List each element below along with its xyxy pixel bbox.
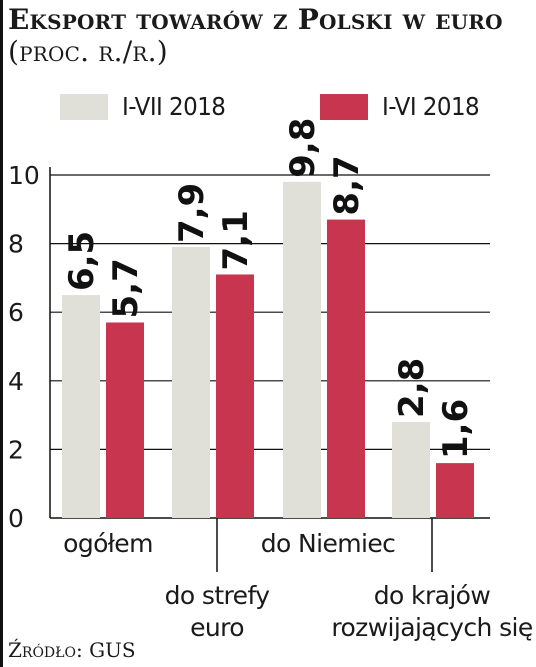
category-label-4-line-1: do krajów — [374, 581, 491, 610]
category-label-1: ogółem — [63, 529, 153, 558]
chart-title: Eksport towarów z Polski w euro (proc. r… — [8, 4, 536, 68]
category-label-1-line-1: ogółem — [63, 529, 153, 558]
bar-series-1-cat-2 — [172, 247, 210, 518]
legend-swatch-series-2 — [320, 93, 368, 120]
y-tick-label-4: 4 — [8, 367, 24, 396]
bar-series-1-cat-4 — [392, 421, 430, 518]
legend-label-series-2: I-VI 2018 — [382, 92, 480, 121]
source-note: Źródło: GUS — [8, 638, 136, 662]
category-label-2-line-2: euro — [190, 613, 244, 642]
y-tick-label-2: 2 — [8, 435, 24, 464]
category-label-3: do Niemiec — [261, 529, 396, 558]
bar-series-1-cat-3 — [283, 181, 321, 519]
y-tick-label-0: 0 — [8, 504, 24, 533]
category-label-4-line-2: rozwijających się — [331, 613, 533, 642]
category-label-3-line-1: do Niemiec — [261, 529, 396, 558]
legend-item-series-2: I-VI 2018 — [320, 92, 488, 121]
bar-series-2-cat-3 — [327, 219, 365, 518]
bar-series-2-cat-4 — [436, 463, 474, 518]
bar-series-1-cat-1 — [62, 295, 100, 518]
legend-swatch-series-1 — [60, 93, 108, 120]
data-label-series-1-cat-4: 2,8 — [392, 358, 432, 418]
legend-item-series-1: I-VII 2018 — [60, 92, 234, 121]
y-tick-label-8: 8 — [8, 230, 24, 259]
bar-series-2-cat-1 — [106, 322, 144, 518]
legend-label-series-1: I-VII 2018 — [122, 92, 226, 121]
chart-title-text: Eksport towarów z Polski w euro — [8, 3, 503, 36]
category-label-2: do strefy euro — [165, 581, 271, 642]
data-label-series-1-cat-1: 6,5 — [62, 231, 102, 291]
category-label-2-line-1: do strefy — [165, 581, 271, 610]
data-label-series-2-cat-1: 5,7 — [106, 258, 146, 318]
data-label-series-2-cat-3: 8,7 — [327, 155, 367, 215]
bar-series-2-cat-2 — [216, 274, 254, 518]
data-label-series-1-cat-3: 9,8 — [283, 118, 323, 178]
y-tick-label-6: 6 — [8, 298, 24, 327]
chart-title-unit: (proc. r./r.) — [8, 35, 168, 68]
left-border — [0, 0, 3, 667]
data-label-series-1-cat-2: 7,9 — [172, 183, 212, 243]
data-label-series-2-cat-2: 7,1 — [216, 210, 256, 270]
category-label-4: do krajów rozwijających się — [331, 581, 533, 642]
data-label-series-2-cat-4: 1,6 — [436, 399, 476, 459]
y-tick-label-10: 10 — [8, 161, 40, 190]
